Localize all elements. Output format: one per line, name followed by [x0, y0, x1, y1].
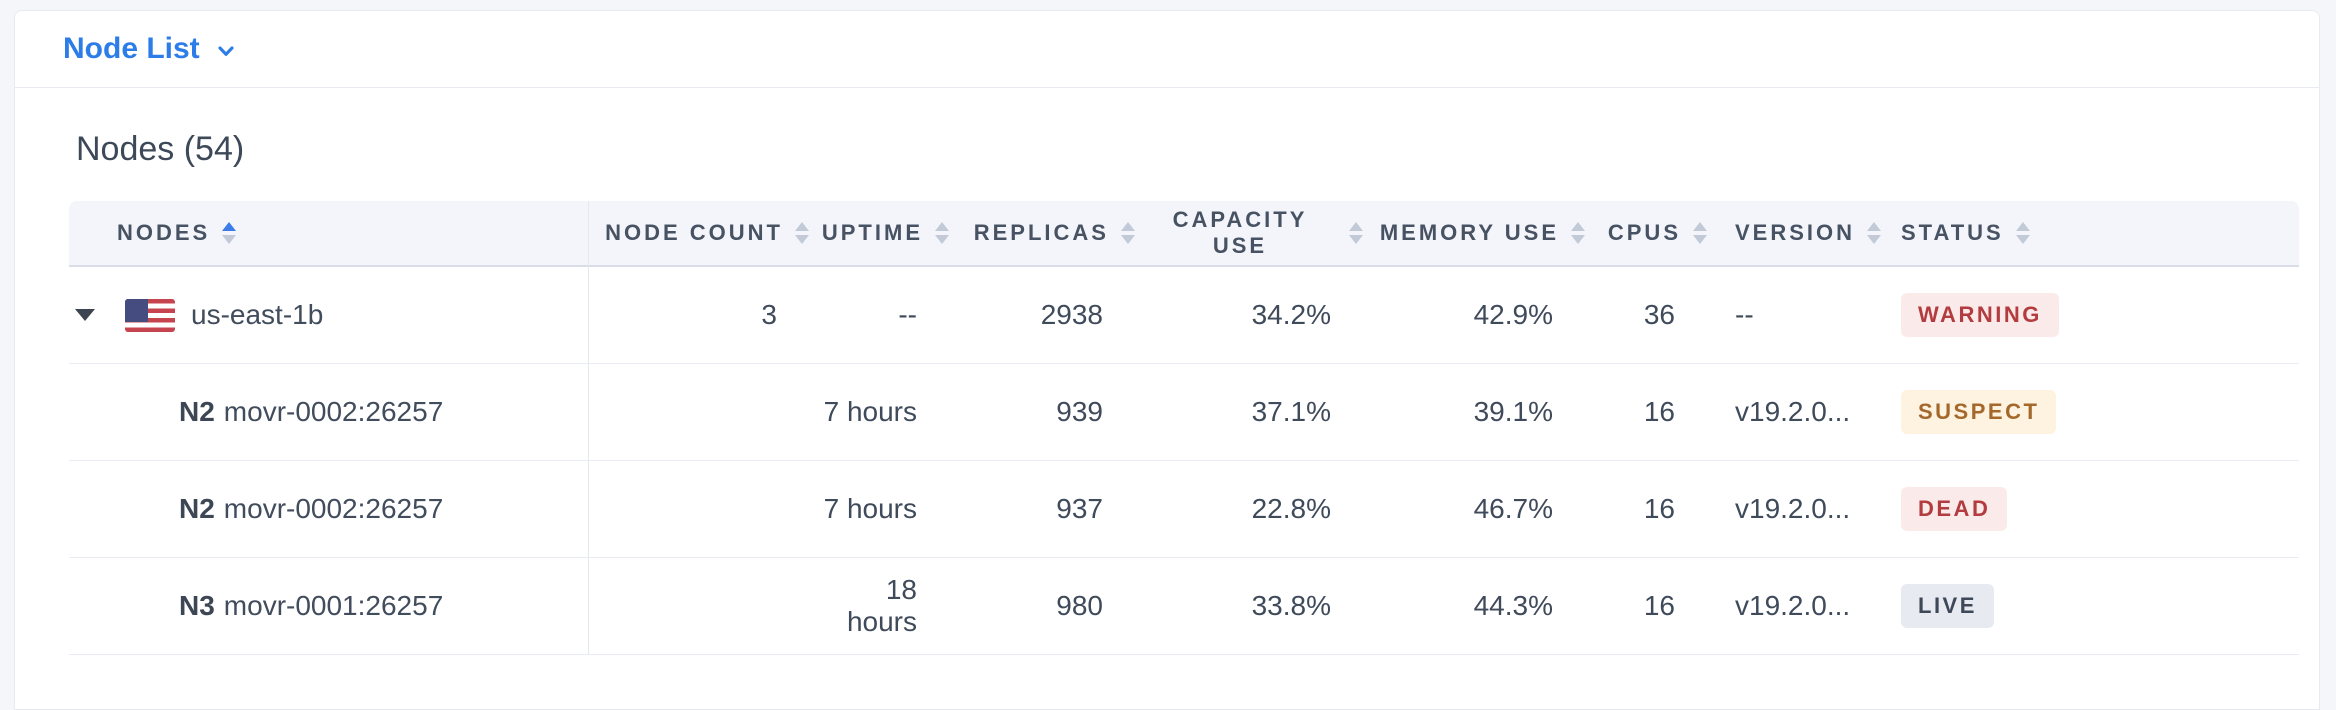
sort-icon	[795, 222, 809, 244]
content-area: Nodes (54) NODES NODE	[15, 88, 2319, 655]
column-header-nodes[interactable]: NODES	[69, 201, 589, 267]
memory-use-cell: 42.9%	[1371, 267, 1593, 364]
node-count-cell	[589, 461, 817, 558]
node-address: movr-0002:26257	[223, 493, 444, 524]
column-header-uptime-label: UPTIME	[821, 220, 923, 245]
capacity-use-cell: 33.8%	[1143, 558, 1371, 655]
us-flag-icon	[125, 298, 175, 332]
status-cell: WARNING	[1891, 267, 2299, 364]
version-cell: v19.2.0...	[1715, 461, 1891, 558]
version-cell: v19.2.0...	[1715, 364, 1891, 461]
version-cell: v19.2.0...	[1715, 558, 1891, 655]
memory-use-cell: 44.3%	[1371, 558, 1593, 655]
replicas-cell: 2938	[957, 267, 1143, 364]
node-row[interactable]: N2 movr-0002:26257 7 hours 939 37.1% 39.1…	[69, 364, 2299, 461]
capacity-use-cell: 34.2%	[1143, 267, 1371, 364]
node-list-dropdown-label: Node List	[63, 32, 200, 65]
status-badge: DEAD	[1901, 487, 2008, 531]
cpus-cell: 16	[1593, 364, 1715, 461]
uptime-cell: 7 hours	[817, 364, 957, 461]
sort-icon	[1571, 222, 1585, 244]
sort-icon	[1121, 222, 1135, 244]
status-cell: DEAD	[1891, 461, 2299, 558]
uptime-cell: --	[817, 267, 957, 364]
column-header-status-label: STATUS	[1901, 220, 2004, 245]
sort-icon	[2015, 222, 2030, 244]
region-name: us-east-1b	[191, 299, 324, 330]
region-row[interactable]: us-east-1b 3 -- 2938 34.2% 42.9% 36 -- W…	[69, 267, 2299, 364]
column-header-cpus-label: CPUS	[1607, 220, 1681, 245]
node-id: N2	[179, 396, 215, 427]
column-header-replicas-label: REPLICAS	[973, 220, 1109, 245]
node-list-dropdown[interactable]: Node List	[63, 32, 238, 66]
column-header-version-label: VERSION	[1735, 220, 1856, 245]
column-header-capacity-use-label: CAPACITY USE	[1172, 207, 1308, 258]
sort-icon-active-asc	[222, 222, 237, 244]
replicas-cell: 939	[957, 364, 1143, 461]
node-id: N3	[179, 590, 215, 621]
node-row[interactable]: N2 movr-0002:26257 7 hours 937 22.8% 46.7…	[69, 461, 2299, 558]
uptime-cell: 18 hours	[817, 558, 957, 655]
status-cell: SUSPECT	[1891, 364, 2299, 461]
nodes-table: NODES NODE COUNT UPTIME	[69, 201, 2299, 655]
nodes-cell: N2 movr-0002:26257	[69, 461, 589, 558]
capacity-use-cell: 37.1%	[1143, 364, 1371, 461]
node-list-card: Node List Nodes (54) NODES	[14, 10, 2320, 710]
node-address: movr-0001:26257	[223, 590, 444, 621]
replicas-cell: 937	[957, 461, 1143, 558]
chevron-down-icon	[214, 39, 238, 63]
sort-icon	[1349, 222, 1363, 244]
column-header-status[interactable]: STATUS	[1891, 201, 2299, 267]
version-cell: --	[1715, 267, 1891, 364]
replicas-cell: 980	[957, 558, 1143, 655]
capacity-use-cell: 22.8%	[1143, 461, 1371, 558]
column-header-capacity-use[interactable]: CAPACITY USE	[1143, 201, 1371, 267]
memory-use-cell: 46.7%	[1371, 461, 1593, 558]
node-address: movr-0002:26257	[223, 396, 444, 427]
sort-icon	[1693, 222, 1707, 244]
column-header-node-count-label: NODE COUNT	[605, 220, 783, 245]
status-badge: SUSPECT	[1901, 390, 2057, 434]
column-header-version[interactable]: VERSION	[1715, 201, 1891, 267]
uptime-cell: 7 hours	[817, 461, 957, 558]
node-count-cell: 3	[589, 267, 817, 364]
status-badge: WARNING	[1901, 293, 2059, 337]
column-header-memory-use-label: MEMORY USE	[1379, 220, 1559, 245]
column-header-cpus[interactable]: CPUS	[1593, 201, 1715, 267]
cpus-cell: 36	[1593, 267, 1715, 364]
status-badge: LIVE	[1901, 584, 1994, 628]
table-header-row: NODES NODE COUNT UPTIME	[69, 201, 2299, 267]
column-header-replicas[interactable]: REPLICAS	[957, 201, 1143, 267]
memory-use-cell: 39.1%	[1371, 364, 1593, 461]
node-row[interactable]: N3 movr-0001:26257 18 hours 980 33.8% 44.…	[69, 558, 2299, 655]
column-header-memory-use[interactable]: MEMORY USE	[1371, 201, 1593, 267]
nodes-cell: N3 movr-0001:26257	[69, 558, 589, 655]
cpus-cell: 16	[1593, 558, 1715, 655]
column-header-uptime[interactable]: UPTIME	[817, 201, 957, 267]
caret-down-icon	[75, 309, 95, 321]
sort-icon	[935, 222, 949, 244]
column-header-nodes-label: NODES	[117, 220, 211, 245]
node-count-cell	[589, 364, 817, 461]
sort-icon	[1867, 222, 1882, 244]
cpus-cell: 16	[1593, 461, 1715, 558]
status-cell: LIVE	[1891, 558, 2299, 655]
nodes-cell: N2 movr-0002:26257	[69, 364, 589, 461]
column-header-node-count[interactable]: NODE COUNT	[589, 201, 817, 267]
node-count-cell	[589, 558, 817, 655]
page-title: Nodes (54)	[76, 130, 245, 168]
nodes-cell: us-east-1b	[69, 267, 589, 364]
expand-caret[interactable]	[75, 309, 95, 321]
titlebar: Node List	[15, 11, 2319, 88]
node-id: N2	[179, 493, 215, 524]
